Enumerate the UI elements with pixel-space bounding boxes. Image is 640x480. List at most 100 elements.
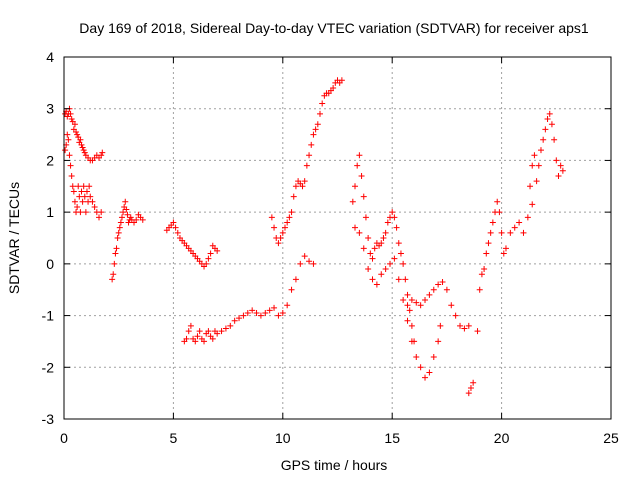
data-point: [354, 162, 361, 169]
data-point: [496, 209, 503, 216]
data-point: [82, 209, 89, 216]
data-point: [369, 255, 376, 262]
chart-title: Day 169 of 2018, Sidereal Day-to-day VTE…: [79, 20, 589, 36]
data-point: [529, 162, 536, 169]
y-tick-label: 0: [46, 256, 54, 272]
data-point: [78, 141, 85, 148]
data-point: [77, 136, 84, 143]
data-point: [520, 229, 527, 236]
data-point: [426, 369, 433, 376]
data-point: [391, 255, 398, 262]
data-point: [404, 317, 411, 324]
data-point: [413, 353, 420, 360]
data-point: [214, 330, 221, 337]
data-point: [66, 152, 73, 159]
data-point: [67, 162, 74, 169]
data-point: [314, 121, 321, 128]
data-point: [117, 219, 124, 226]
data-point: [77, 209, 84, 216]
data-point: [68, 172, 75, 179]
data-point: [308, 141, 315, 148]
data-point: [310, 260, 317, 267]
data-point: [227, 322, 234, 329]
data-point: [266, 307, 273, 314]
data-point: [502, 245, 509, 252]
data-point: [170, 219, 177, 226]
data-point: [557, 162, 564, 169]
data-point: [448, 302, 455, 309]
data-point: [62, 147, 69, 154]
data-point: [516, 219, 523, 226]
data-point: [183, 335, 190, 342]
data-point: [279, 309, 286, 316]
data-point: [115, 229, 122, 236]
data-point: [80, 147, 87, 154]
data-point: [271, 304, 278, 311]
data-point: [64, 113, 71, 120]
data-point: [262, 309, 269, 316]
data-point: [306, 258, 313, 265]
data-point: [531, 152, 538, 159]
x-tick-label: 5: [170, 430, 178, 446]
data-point: [207, 250, 214, 257]
y-tick-label: -3: [42, 411, 55, 427]
data-point: [112, 250, 119, 257]
data-point: [109, 276, 116, 283]
data-point: [494, 198, 501, 205]
data-point: [286, 214, 293, 221]
data-point: [71, 198, 78, 205]
data-point: [80, 183, 87, 190]
data-point: [487, 229, 494, 236]
data-point: [465, 322, 472, 329]
plot-frame: [63, 56, 612, 420]
data-point: [402, 276, 409, 283]
x-tick-label: 25: [603, 430, 619, 446]
data-point: [338, 77, 345, 84]
data-point: [203, 260, 210, 267]
data-point: [404, 291, 411, 298]
data-point: [426, 291, 433, 298]
data-point: [367, 250, 374, 257]
data-point: [435, 281, 442, 288]
data-point: [67, 110, 74, 117]
data-point: [360, 245, 367, 252]
data-point: [205, 255, 212, 262]
data-point: [279, 229, 286, 236]
data-point: [301, 253, 308, 260]
y-tick-label: -2: [42, 359, 55, 375]
data-point: [303, 162, 310, 169]
data-point: [98, 152, 105, 159]
data-point: [500, 250, 507, 257]
data-point: [382, 266, 389, 273]
data-point: [393, 224, 400, 231]
y-tick-label: 2: [46, 152, 54, 168]
y-tick-label: 4: [46, 49, 54, 65]
y-tick-label: -1: [42, 308, 55, 324]
data-point: [75, 183, 82, 190]
data-point: [139, 216, 146, 223]
data-point: [290, 193, 297, 200]
data-point: [352, 183, 359, 190]
data-point: [544, 116, 551, 123]
data-point: [452, 312, 459, 319]
data-point: [548, 121, 555, 128]
data-point: [185, 328, 192, 335]
data-point: [312, 126, 319, 133]
x-tick-label: 10: [275, 430, 291, 446]
data-point: [417, 364, 424, 371]
data-point: [467, 384, 474, 391]
data-point: [240, 312, 247, 319]
x-tick-label: 20: [494, 430, 510, 446]
data-point: [408, 322, 415, 329]
data-point: [70, 188, 77, 195]
data-point: [111, 260, 118, 267]
data-point: [209, 335, 216, 342]
data-point: [527, 183, 534, 190]
data-point: [86, 183, 93, 190]
data-point: [378, 271, 385, 278]
data-point: [555, 172, 562, 179]
data-point: [551, 136, 558, 143]
data-point: [99, 149, 106, 156]
data-point: [362, 214, 369, 221]
